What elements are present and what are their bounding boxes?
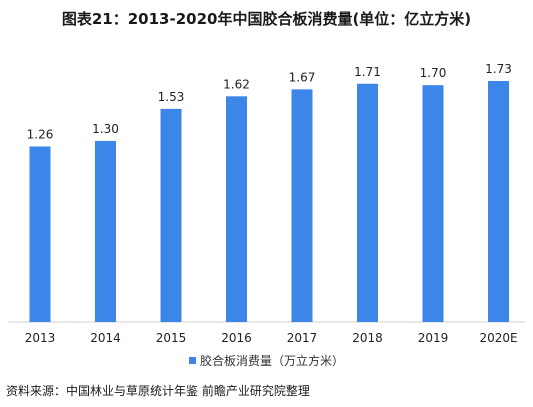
chart-title: 图表21：2013-2020年中国胶合板消费量(单位：亿立方米) xyxy=(61,10,472,28)
bar-2013 xyxy=(29,146,51,322)
bar-2019 xyxy=(422,85,444,322)
x-tick-label-2014: 2014 xyxy=(90,331,121,345)
legend: 胶合板消费量（万立方米） xyxy=(0,352,533,369)
x-tick-label-2018: 2018 xyxy=(352,331,383,345)
data-label-2020E: 1.73 xyxy=(485,62,512,76)
bar-2016 xyxy=(226,96,247,322)
data-label-2013: 1.26 xyxy=(27,127,54,141)
data-label-2014: 1.30 xyxy=(92,122,119,136)
bar-2015 xyxy=(160,108,182,323)
data-label-2016: 1.62 xyxy=(223,77,250,91)
bar-2017 xyxy=(291,89,313,322)
legend-label: 胶合板消费量（万立方米） xyxy=(199,354,344,368)
data-label-2019: 1.70 xyxy=(420,66,447,80)
data-label-2017: 1.67 xyxy=(289,70,316,84)
bar-2014 xyxy=(95,140,116,322)
x-tick-label-2016: 2016 xyxy=(221,331,252,345)
x-tick-label-2015: 2015 xyxy=(156,331,187,345)
x-tick-label-2020E: 2020E xyxy=(479,331,517,345)
data-label-2018: 1.71 xyxy=(354,65,381,79)
bar-2018 xyxy=(357,83,378,322)
data-label-2015: 1.53 xyxy=(158,90,185,104)
x-tick-label-2019: 2019 xyxy=(418,331,449,345)
x-tick-label-2017: 2017 xyxy=(287,331,318,345)
x-tick-label-2013: 2013 xyxy=(25,331,56,345)
legend-swatch xyxy=(188,357,196,364)
source-note: 资料来源：中国林业与草原统计年鉴 前瞻产业研究院整理 xyxy=(6,384,310,398)
bar-2020E xyxy=(488,81,509,322)
